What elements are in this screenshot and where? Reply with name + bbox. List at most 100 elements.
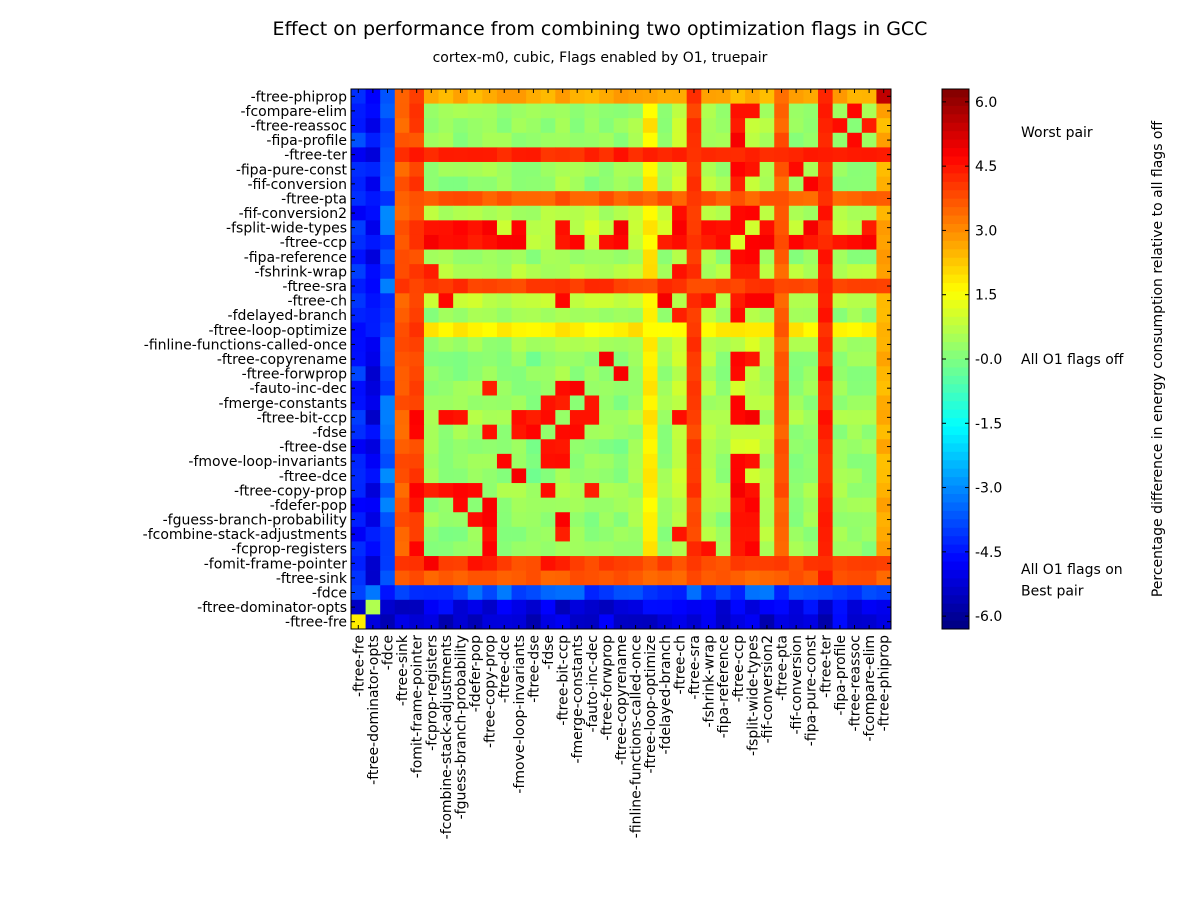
heatmap-cell xyxy=(832,483,848,499)
heatmap-cell xyxy=(701,307,717,323)
heatmap-cell xyxy=(569,556,585,572)
heatmap-cell xyxy=(686,205,702,221)
heatmap-cell xyxy=(482,439,498,455)
heatmap-cell xyxy=(540,395,556,411)
heatmap-cell xyxy=(511,118,527,134)
heatmap-cell xyxy=(832,132,848,148)
heatmap-cell xyxy=(788,132,804,148)
heatmap-cell xyxy=(803,351,819,367)
heatmap-cell xyxy=(380,191,396,207)
heatmap-cell xyxy=(613,220,629,236)
colorbar-segment xyxy=(942,114,969,124)
heatmap-cell xyxy=(569,570,585,586)
heatmap-cell xyxy=(599,307,615,323)
heatmap-cell xyxy=(759,512,775,528)
heatmap-cell xyxy=(569,410,585,426)
heatmap-cell xyxy=(467,220,483,236)
heatmap-cell xyxy=(482,614,498,630)
heatmap-cell xyxy=(526,410,542,426)
heatmap-cell xyxy=(555,249,571,265)
heatmap-cell xyxy=(540,556,556,572)
heatmap-cell xyxy=(511,541,527,557)
colorbar-segment xyxy=(942,333,969,343)
colorbar-segment xyxy=(942,367,969,377)
heatmap-cell xyxy=(642,395,658,411)
heatmap-cell xyxy=(672,264,688,280)
heatmap-cell xyxy=(847,599,863,615)
heatmap-cell xyxy=(511,512,527,528)
heatmap-cell xyxy=(876,191,892,207)
heatmap-cell xyxy=(540,439,556,455)
heatmap-cell xyxy=(730,483,746,499)
heatmap-cell xyxy=(380,614,396,630)
heatmap-cell xyxy=(774,483,790,499)
heatmap-cell xyxy=(774,556,790,572)
x-tick-label: -ftree-reassoc xyxy=(848,635,864,731)
heatmap-cell xyxy=(380,497,396,513)
colorbar-segment xyxy=(942,283,969,292)
heatmap-cell xyxy=(511,453,527,469)
heatmap-cell xyxy=(613,132,629,148)
heatmap-cell xyxy=(686,118,702,134)
heatmap-cell xyxy=(759,614,775,630)
heatmap-cell xyxy=(686,526,702,542)
heatmap-cell xyxy=(555,614,571,630)
heatmap-cell xyxy=(467,570,483,586)
heatmap-cell xyxy=(351,439,366,455)
heatmap-cell xyxy=(409,103,425,119)
heatmap-cell xyxy=(584,497,600,513)
heatmap-cell xyxy=(847,526,863,542)
heatmap-cell xyxy=(482,234,498,250)
heatmap-cell xyxy=(467,234,483,250)
heatmap-cell xyxy=(584,278,600,294)
heatmap-cell xyxy=(555,176,571,192)
heatmap-cell xyxy=(613,103,629,119)
heatmap-cell xyxy=(686,599,702,615)
colorbar-segment xyxy=(942,148,969,157)
heatmap-cell xyxy=(803,395,819,411)
heatmap-cell xyxy=(351,205,366,221)
heatmap-cell xyxy=(453,205,469,221)
heatmap-cell xyxy=(584,468,600,484)
heatmap-cell xyxy=(555,439,571,455)
heatmap-cell xyxy=(672,278,688,294)
heatmap-cell xyxy=(672,380,688,396)
heatmap-cell xyxy=(423,234,439,250)
heatmap-cell xyxy=(511,293,527,309)
heatmap-cell xyxy=(657,424,673,440)
heatmap-cell xyxy=(569,103,585,119)
heatmap-cell xyxy=(730,278,746,294)
y-tick-label: -ftree-ch xyxy=(287,294,347,310)
heatmap-cell xyxy=(409,483,425,499)
heatmap-cell xyxy=(628,380,644,396)
heatmap-cell xyxy=(876,249,892,265)
heatmap-cell xyxy=(453,614,469,630)
heatmap-cell xyxy=(599,468,615,484)
heatmap-cell xyxy=(599,439,615,455)
y-tick-label: -fdefer-pop xyxy=(270,498,347,514)
heatmap-cell xyxy=(584,103,600,119)
heatmap-cell xyxy=(803,307,819,323)
heatmap-cell xyxy=(467,249,483,265)
heatmap-cell xyxy=(686,322,702,338)
heatmap-cell xyxy=(715,439,731,455)
heatmap-cell xyxy=(453,380,469,396)
heatmap-cell xyxy=(628,483,644,499)
heatmap-cell xyxy=(584,264,600,280)
heatmap-cell xyxy=(701,424,717,440)
heatmap-cell xyxy=(394,395,410,411)
heatmap-cell xyxy=(409,264,425,280)
heatmap-cell xyxy=(686,264,702,280)
heatmap-cell xyxy=(511,220,527,236)
heatmap-cell xyxy=(351,337,366,353)
heatmap-cell xyxy=(438,541,454,557)
heatmap-cell xyxy=(438,570,454,586)
heatmap-cell xyxy=(584,191,600,207)
colorbar-tick-label: 1.5 xyxy=(975,288,997,304)
heatmap-cell xyxy=(365,585,381,601)
heatmap-cell xyxy=(818,614,834,630)
heatmap-cell xyxy=(730,424,746,440)
heatmap-cell xyxy=(715,176,731,192)
heatmap-cell xyxy=(642,366,658,382)
colorbar-segment xyxy=(942,519,969,529)
